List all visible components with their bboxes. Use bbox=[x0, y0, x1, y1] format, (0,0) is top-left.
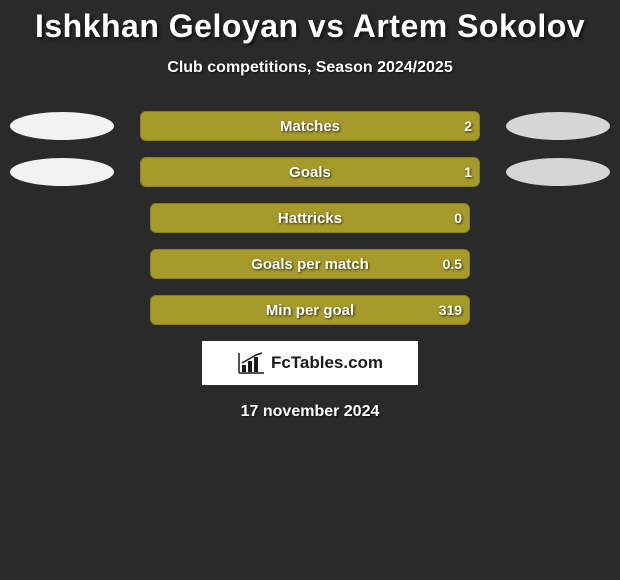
stat-value-right: 1 bbox=[464, 157, 472, 187]
ellipse-placeholder bbox=[496, 204, 594, 232]
bar-fill-right bbox=[140, 157, 480, 187]
ellipse-placeholder bbox=[26, 296, 124, 324]
stats-area: Matches2 Goals1 Hattricks0 Goals per match0… bbox=[0, 111, 620, 325]
stat-bar: Goals per match0.5 bbox=[150, 249, 470, 279]
bar-fill-right bbox=[150, 249, 470, 279]
stat-row: Goals1 bbox=[0, 157, 620, 187]
page-title: Ishkhan Geloyan vs Artem Sokolov bbox=[0, 8, 620, 45]
bar-fill-right bbox=[150, 203, 470, 233]
stat-bar: Hattricks0 bbox=[150, 203, 470, 233]
stat-row: Goals per match0.5 bbox=[0, 249, 620, 279]
chart-icon bbox=[237, 352, 265, 374]
stat-bar: Matches2 bbox=[140, 111, 480, 141]
logo-box: FcTables.com bbox=[202, 341, 418, 385]
bar-fill-right bbox=[140, 111, 480, 141]
stat-value-right: 0 bbox=[454, 203, 462, 233]
stat-value-right: 319 bbox=[439, 295, 462, 325]
ellipse-placeholder bbox=[26, 204, 124, 232]
ellipse-placeholder bbox=[26, 250, 124, 278]
logo-inner: FcTables.com bbox=[237, 352, 383, 374]
ellipse-placeholder bbox=[496, 296, 594, 324]
logo-text: FcTables.com bbox=[271, 353, 383, 373]
ellipse-placeholder bbox=[496, 250, 594, 278]
stat-row: Hattricks0 bbox=[0, 203, 620, 233]
stat-value-right: 2 bbox=[464, 111, 472, 141]
stat-value-right: 0.5 bbox=[443, 249, 462, 279]
stat-bar: Min per goal319 bbox=[150, 295, 470, 325]
date-line: 17 november 2024 bbox=[0, 403, 620, 421]
stat-row: Min per goal319 bbox=[0, 295, 620, 325]
comparison-infographic: Ishkhan Geloyan vs Artem Sokolov Club co… bbox=[0, 0, 620, 421]
bar-fill-right bbox=[150, 295, 470, 325]
player-ellipse-right bbox=[506, 112, 610, 140]
player-ellipse-right bbox=[506, 158, 610, 186]
page-subtitle: Club competitions, Season 2024/2025 bbox=[0, 59, 620, 77]
player-ellipse-left bbox=[10, 158, 114, 186]
player-ellipse-left bbox=[10, 112, 114, 140]
stat-bar: Goals1 bbox=[140, 157, 480, 187]
stat-row: Matches2 bbox=[0, 111, 620, 141]
